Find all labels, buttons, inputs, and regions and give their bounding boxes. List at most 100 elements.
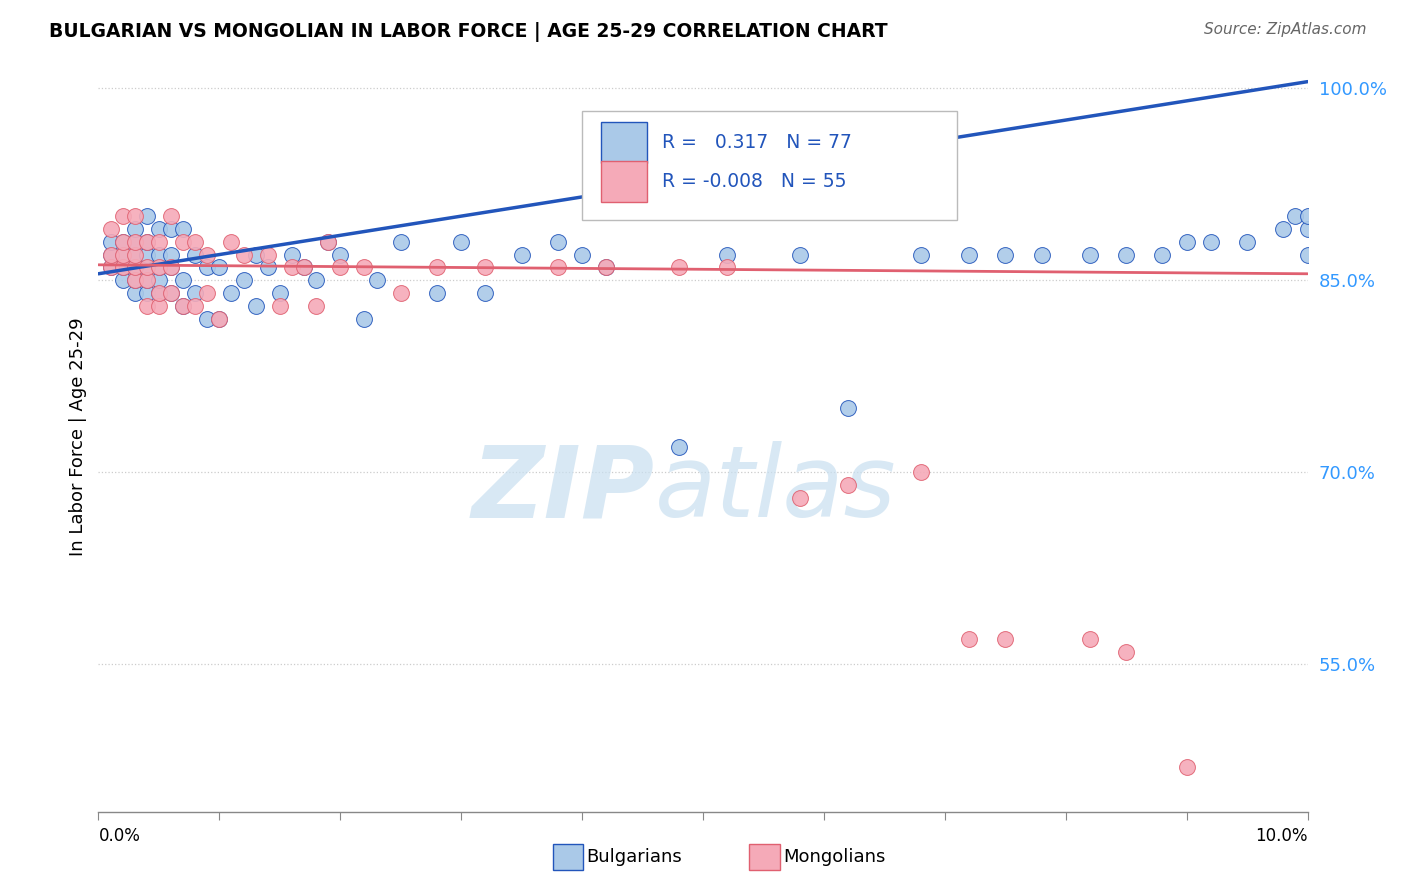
Point	[195, 260, 218, 275]
Point	[160, 247, 183, 261]
Point	[124, 273, 146, 287]
Point	[172, 273, 194, 287]
Point	[668, 440, 690, 454]
Point	[450, 235, 472, 249]
Text: atlas: atlas	[655, 441, 896, 538]
Point	[160, 260, 183, 275]
Point	[184, 285, 207, 300]
Point	[292, 260, 315, 275]
Point	[221, 235, 243, 249]
Point	[172, 222, 194, 236]
Point	[1078, 247, 1101, 261]
Point	[547, 260, 569, 275]
Point	[1115, 247, 1137, 261]
Point	[135, 299, 157, 313]
Point	[256, 260, 278, 275]
Point	[1199, 235, 1222, 249]
Point	[957, 247, 980, 261]
Point	[184, 247, 207, 261]
Point	[148, 260, 170, 275]
Point	[426, 285, 449, 300]
Point	[148, 299, 170, 313]
Point	[221, 285, 243, 300]
Point	[100, 222, 122, 236]
Point	[245, 299, 267, 313]
Point	[111, 235, 134, 249]
Point	[595, 260, 617, 275]
Point	[510, 247, 533, 261]
Point	[172, 299, 194, 313]
Point	[994, 247, 1017, 261]
Point	[1296, 222, 1319, 236]
Point	[184, 299, 207, 313]
Point	[100, 247, 122, 261]
Point	[837, 401, 859, 416]
Point	[316, 235, 339, 249]
Point	[1296, 247, 1319, 261]
Point	[474, 285, 496, 300]
Point	[195, 285, 218, 300]
Point	[124, 285, 146, 300]
Point	[160, 222, 183, 236]
Point	[124, 247, 146, 261]
Point	[366, 273, 388, 287]
Point	[111, 235, 134, 249]
Text: BULGARIAN VS MONGOLIAN IN LABOR FORCE | AGE 25-29 CORRELATION CHART: BULGARIAN VS MONGOLIAN IN LABOR FORCE | …	[49, 22, 887, 42]
Point	[1236, 235, 1258, 249]
Point	[111, 260, 134, 275]
Point	[329, 260, 352, 275]
Point	[135, 247, 157, 261]
Text: 0.0%: 0.0%	[98, 827, 141, 845]
Point	[148, 273, 170, 287]
Point	[789, 491, 811, 505]
Point	[124, 235, 146, 249]
Point	[789, 247, 811, 261]
Point	[195, 247, 218, 261]
Text: Source: ZipAtlas.com: Source: ZipAtlas.com	[1204, 22, 1367, 37]
Point	[111, 247, 134, 261]
Point	[148, 260, 170, 275]
Point	[208, 311, 231, 326]
FancyBboxPatch shape	[582, 112, 957, 219]
Point	[100, 260, 122, 275]
Point	[547, 235, 569, 249]
Point	[281, 260, 304, 275]
Point	[124, 273, 146, 287]
Point	[389, 285, 412, 300]
Point	[100, 260, 122, 275]
Point	[595, 260, 617, 275]
Point	[353, 311, 375, 326]
Point	[474, 260, 496, 275]
Point	[281, 247, 304, 261]
Point	[111, 247, 134, 261]
Point	[172, 235, 194, 249]
Point	[1175, 760, 1198, 774]
Point	[148, 285, 170, 300]
Point	[148, 222, 170, 236]
Point	[1284, 209, 1306, 223]
Point	[910, 247, 932, 261]
Point	[160, 209, 183, 223]
Point	[1031, 247, 1053, 261]
Point	[135, 285, 157, 300]
Point	[124, 247, 146, 261]
Point	[1272, 222, 1295, 236]
Point	[668, 260, 690, 275]
Point	[256, 247, 278, 261]
Text: R =   0.317   N = 77: R = 0.317 N = 77	[662, 133, 852, 153]
Point	[135, 209, 157, 223]
FancyBboxPatch shape	[602, 122, 647, 163]
Point	[135, 260, 157, 275]
Point	[124, 235, 146, 249]
Point	[1078, 632, 1101, 646]
Point	[1175, 235, 1198, 249]
Point	[195, 311, 218, 326]
Point	[160, 285, 183, 300]
Point	[135, 235, 157, 249]
Point	[329, 247, 352, 261]
Point	[100, 235, 122, 249]
Point	[148, 235, 170, 249]
Point	[111, 260, 134, 275]
Text: Bulgarians: Bulgarians	[586, 848, 682, 866]
Point	[353, 260, 375, 275]
